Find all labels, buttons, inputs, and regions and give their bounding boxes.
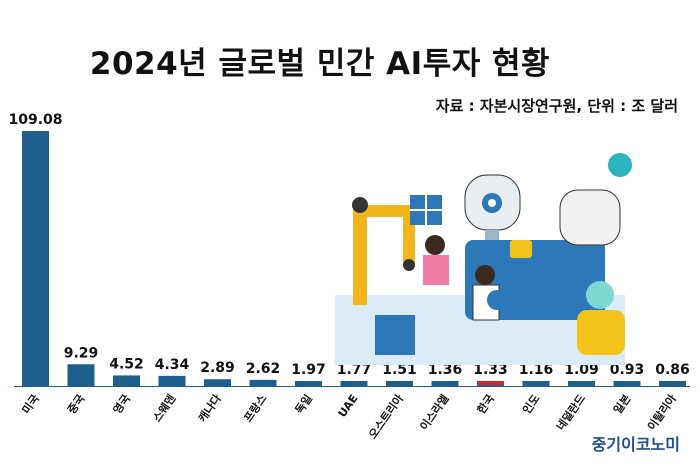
bar-7 xyxy=(295,381,322,386)
category-label: 프랑스 xyxy=(241,392,269,424)
bar-3 xyxy=(113,375,140,386)
value-label: 0.93 xyxy=(610,362,645,378)
value-label: 1.16 xyxy=(519,362,554,378)
bar-4 xyxy=(158,375,186,386)
value-label: 1.33 xyxy=(473,362,508,378)
ai-robot-illustration xyxy=(335,153,632,365)
source-note: 자료 : 자본시장연구원, 단위 : 조 달러 xyxy=(435,97,678,115)
category-label: 네덜란드 xyxy=(553,392,588,433)
category-label: 일본 xyxy=(610,392,633,417)
bar-9 xyxy=(386,381,413,386)
value-label: 109.08 xyxy=(8,112,62,128)
bar-6 xyxy=(249,379,277,386)
highlight-mark xyxy=(477,381,504,385)
category-label: 스웨덴 xyxy=(150,392,179,425)
value-label: 2.62 xyxy=(246,361,281,377)
category-label: 중국 xyxy=(65,392,87,416)
value-label: 1.51 xyxy=(382,362,417,378)
bar-13 xyxy=(568,381,595,386)
value-label: 1.36 xyxy=(428,362,463,378)
bar-10 xyxy=(431,381,459,386)
value-label: 2.89 xyxy=(200,360,235,376)
bar-8 xyxy=(340,381,368,386)
chart-title: 2024년 글로벌 민간 AI투자 현황 xyxy=(89,46,551,82)
category-label: 오스트리아 xyxy=(365,391,406,441)
bar-2 xyxy=(67,364,95,386)
category-label: 이탈리아 xyxy=(644,391,679,433)
brand-logo: 중기이코노미 xyxy=(591,435,680,454)
value-label: 4.34 xyxy=(155,357,190,373)
value-label: 0.86 xyxy=(655,362,690,378)
category-label: 캐나다 xyxy=(195,391,224,425)
value-label: 4.52 xyxy=(109,356,144,372)
category-label: 인도 xyxy=(519,392,542,417)
category-label: 미국 xyxy=(19,392,42,417)
value-label: 1.77 xyxy=(337,362,372,378)
value-label: 1.09 xyxy=(564,362,599,378)
category-label: 영국 xyxy=(111,392,133,416)
bar-14 xyxy=(613,381,641,386)
bar-12 xyxy=(522,381,550,386)
bar-1 xyxy=(22,131,49,386)
category-label: 독일 xyxy=(292,392,315,417)
category-label: 이스라엘 xyxy=(417,392,452,433)
category-label: UAE xyxy=(336,392,361,420)
bar-5 xyxy=(204,379,231,386)
value-label: 1.97 xyxy=(291,362,326,378)
category-label: 한국 xyxy=(474,392,497,417)
value-label: 9.29 xyxy=(64,345,99,361)
bar-15 xyxy=(659,381,686,386)
